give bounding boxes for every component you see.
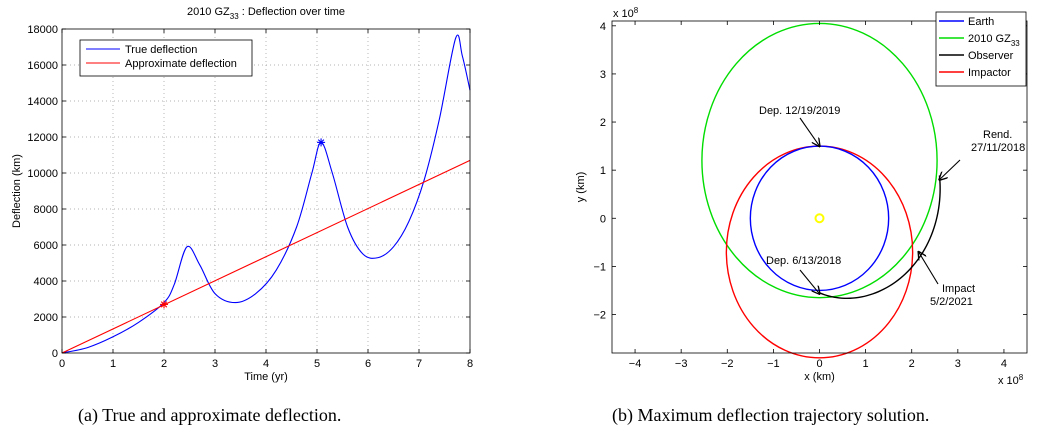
- y-tick-label: 6000: [34, 240, 58, 252]
- x-tick-label: 6: [365, 358, 371, 370]
- caption-right: (b) Maximum deflection trajectory soluti…: [612, 405, 930, 425]
- y-tick-label: 4000: [34, 276, 58, 288]
- x-tick-label: 5: [314, 358, 320, 370]
- chart-title: 2010 GZ33 : Deflection over time: [187, 6, 345, 21]
- y-tick-label: 1: [600, 165, 606, 177]
- x-tick-label: 0: [816, 358, 822, 370]
- marker-point-0: [160, 300, 168, 309]
- legend-label-1: 2010 GZ33: [968, 33, 1020, 48]
- annotation-2: Dep. 6/13/2018: [766, 255, 841, 294]
- legend-label-2: Observer: [968, 50, 1014, 62]
- y-tick-label: 14000: [27, 96, 58, 108]
- legend: True deflection Approximate deflection: [79, 39, 253, 77]
- annotation-0: Dep. 12/19/2019: [759, 105, 840, 146]
- x-axis-label: Time (yr): [244, 371, 288, 383]
- observer-trajectory: [819, 175, 941, 300]
- y-tick-label: 10000: [27, 168, 58, 180]
- x-tick-label: 2: [161, 358, 167, 370]
- x-tick-label: 0: [59, 358, 65, 370]
- legend-label-3: Impactor: [968, 67, 1011, 79]
- x-tick-label: −2: [721, 358, 734, 370]
- x-tick-label: 1: [110, 358, 116, 370]
- deflection-chart: 2010 GZ33 : Deflection over time 0 1 2 3 4 5 6 7…: [11, 6, 473, 383]
- y-tick-label: 0: [52, 348, 58, 360]
- x-tick-label: −4: [629, 358, 642, 370]
- x-tick-label: 7: [416, 358, 422, 370]
- marker-point-1: [317, 138, 326, 147]
- x-tick-label: 1: [863, 358, 869, 370]
- annotation-text-2: Dep. 6/13/2018: [766, 255, 841, 267]
- x-axis-label: x (km): [804, 371, 835, 383]
- y-tick-label: 3: [600, 69, 606, 81]
- trajectory-chart: −4 −3 −2 −1 0 1 2 3 4 −2 −1 0 1 2 3 4 x (km) y (km) x 108 x…: [575, 6, 1028, 387]
- y-tick-label: 16000: [27, 60, 58, 72]
- annotation-text-3: Impact: [942, 283, 975, 295]
- annotation-arrow-2: [799, 269, 820, 294]
- y-axis-label: y (km): [575, 172, 587, 203]
- annotation-arrow-0: [799, 117, 820, 146]
- series-true-deflection: [61, 34, 471, 354]
- x-tick-label: −1: [767, 358, 780, 370]
- annotation-1: Rend.27/11/2018: [939, 129, 1025, 180]
- x-tick-label: 3: [955, 358, 961, 370]
- annotation-text2-1: 27/11/2018: [971, 142, 1025, 154]
- y-tick-label: −1: [593, 261, 606, 273]
- y-tick-label: 2: [600, 117, 606, 129]
- caption-left: (a) True and approximate deflection.: [78, 405, 342, 425]
- sun-marker: [814, 213, 825, 224]
- y-axis-multiplier: x 108: [613, 6, 639, 20]
- x-tick-label: 2: [909, 358, 915, 370]
- legend-label-0: True deflection: [125, 44, 197, 56]
- x-tick-label: −3: [675, 358, 688, 370]
- y-tick-label: 0: [600, 213, 606, 225]
- annotation-arrow-3: [919, 252, 939, 285]
- legend-right: Earth 2010 GZ33 Observer Impactor: [935, 11, 1027, 87]
- earth-orbit: [749, 145, 890, 292]
- y-tick-label: −2: [593, 310, 606, 322]
- x-tick-label: 8: [467, 358, 473, 370]
- y-tick-label: 2000: [34, 312, 58, 324]
- x-tick-label: 4: [1001, 358, 1007, 370]
- y-axis-label: Deflection (km): [11, 154, 23, 228]
- x-tick-label: 4: [263, 358, 269, 370]
- marker-point-0-stroke-3: [160, 301, 168, 308]
- x-tick-label: 3: [212, 358, 218, 370]
- annotation-text-1: Rend.: [983, 129, 1012, 141]
- annotation-arrow-1: [939, 159, 961, 180]
- annotation-text-0: Dep. 12/19/2019: [759, 105, 840, 117]
- legend-label-0: Earth: [968, 16, 994, 28]
- y-tick-label: 18000: [27, 24, 58, 36]
- x-axis-multiplier: x 108: [998, 373, 1024, 387]
- annotation-text2-3: 5/2/2021: [930, 296, 973, 308]
- legend-box: [935, 11, 1027, 87]
- series-approximate-deflection: [61, 159, 471, 354]
- impactor-trajectory: [725, 145, 914, 359]
- legend-label-1: Approximate deflection: [125, 58, 237, 70]
- y-tick-label: 4: [600, 21, 606, 33]
- y-tick-label: 12000: [27, 132, 58, 144]
- legend-box: [79, 39, 253, 77]
- marker-point-1-stroke-3: [317, 139, 325, 146]
- y-tick-label: 8000: [34, 204, 58, 216]
